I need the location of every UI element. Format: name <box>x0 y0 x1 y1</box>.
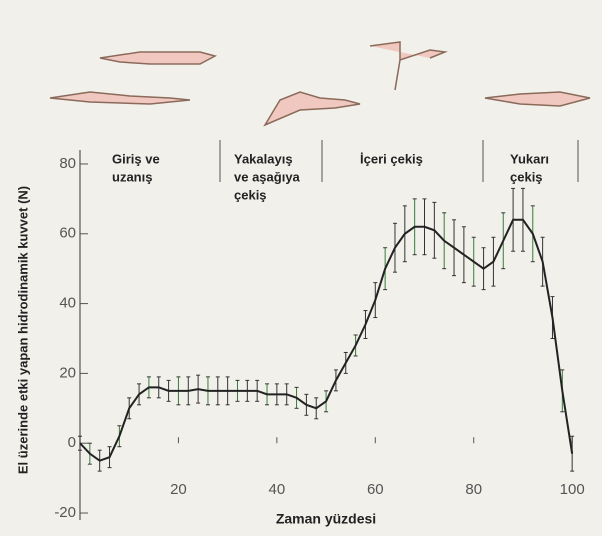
x-tick-label: 80 <box>465 481 482 498</box>
phase-label: Giriş ve <box>112 151 160 166</box>
phase-label: İçeri çekiş <box>360 151 423 166</box>
phase-label: ve aşağıya <box>234 169 301 184</box>
phase-label: çekiş <box>234 187 267 202</box>
phase-label: uzanış <box>112 169 152 184</box>
phase-label: Yakalayış <box>234 151 293 166</box>
phase-label: çekiş <box>510 169 543 184</box>
y-tick-label: 40 <box>59 295 76 312</box>
y-tick-label: 80 <box>59 155 76 172</box>
y-tick-label: 20 <box>59 364 76 381</box>
y-tick-label: 60 <box>59 225 76 242</box>
y-tick-label: 0 <box>68 434 76 451</box>
chart: El üzerinde etki yapan hidrodinamik kuvv… <box>0 0 602 536</box>
x-axis-label: Zaman yüzdesi <box>276 511 376 527</box>
phase-label: Yukarı <box>510 151 549 166</box>
x-tick-label: 20 <box>170 481 187 498</box>
x-tick-label: 60 <box>367 481 384 498</box>
y-tick-label: -20 <box>54 504 76 521</box>
x-tick-label: 40 <box>269 481 286 498</box>
y-axis-label: El üzerinde etki yapan hidrodinamik kuvv… <box>15 186 30 474</box>
x-tick-label: 100 <box>560 481 585 498</box>
